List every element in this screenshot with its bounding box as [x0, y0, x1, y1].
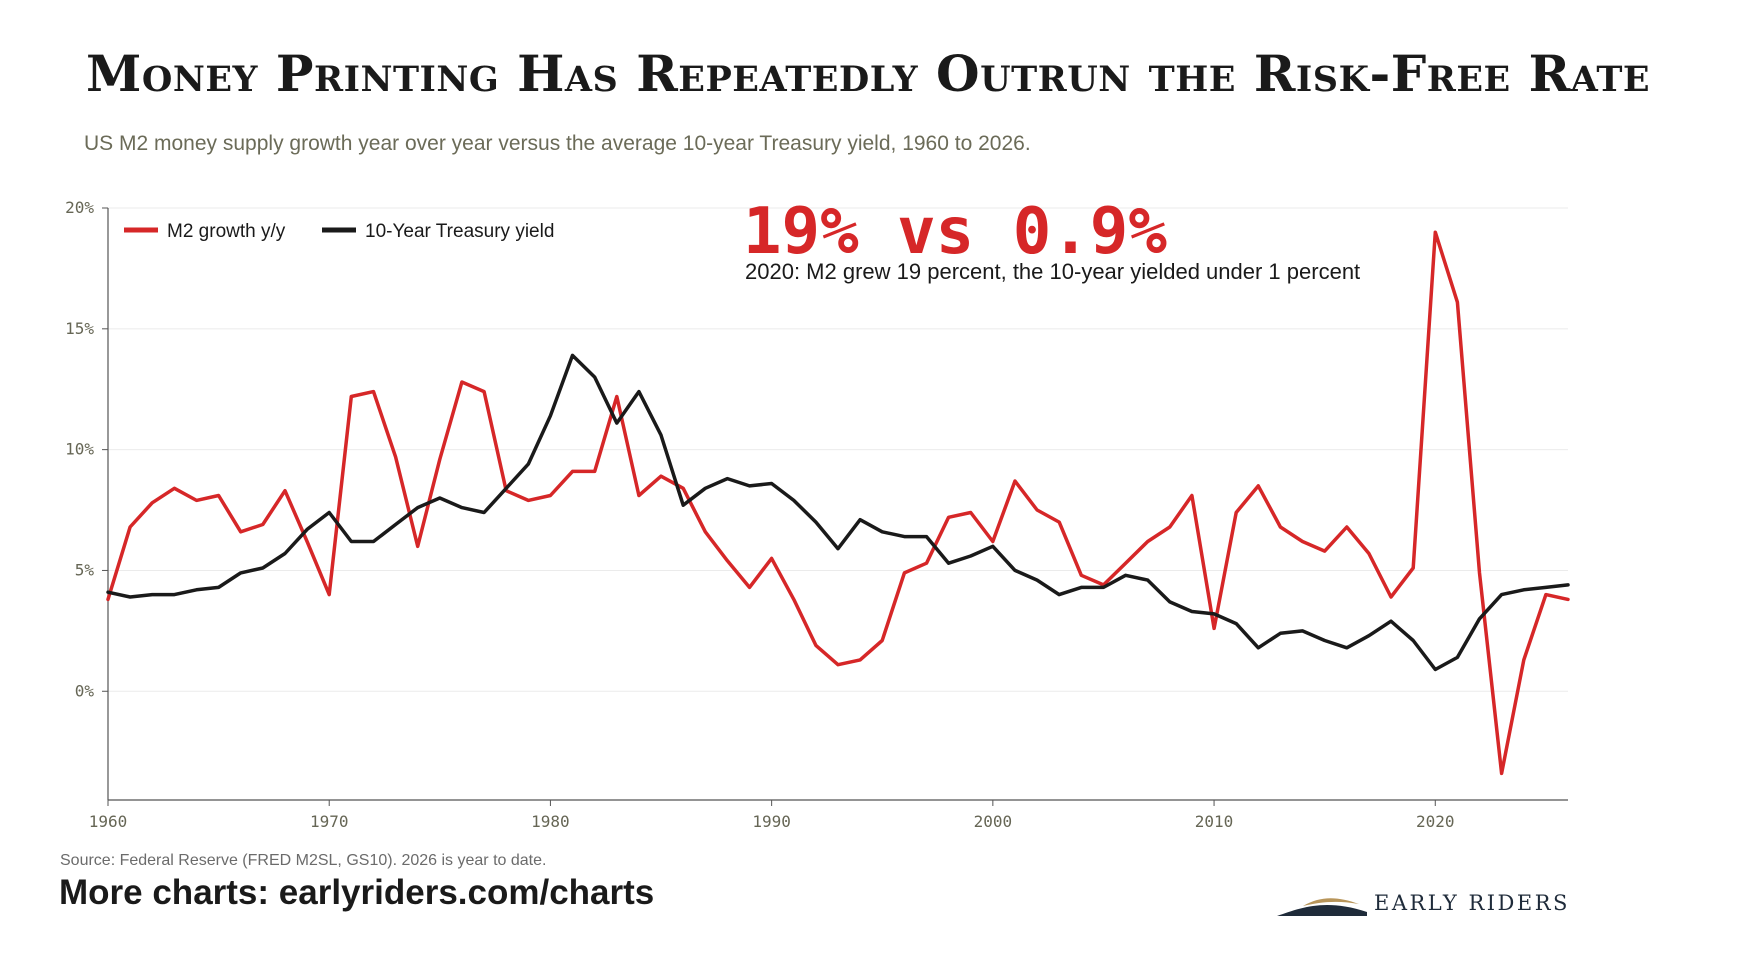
early-riders-logo-icon: [1277, 898, 1367, 916]
brand-logo-text: EARLY RIDERS: [1374, 891, 1570, 915]
legend-label-treasury: 10-Year Treasury yield: [365, 221, 554, 242]
gridlines: [108, 207, 1568, 692]
y-tick-label: 0%: [75, 681, 95, 700]
series-line-treasury-yield: [106, 353, 1570, 672]
legend-label-m2: M2 growth y/y: [167, 221, 286, 242]
x-ticks: 1960 1970 1980 1990 2000 2010 2020: [89, 800, 1455, 831]
annotation-headline: 19% vs 0.9%: [743, 195, 1167, 269]
series-line-m2-growth: [106, 230, 1570, 776]
y-tick-label: 15%: [65, 319, 94, 338]
x-tick-label: 1990: [752, 812, 791, 831]
y-tick-label: 10%: [65, 440, 94, 459]
brand-logo: EARLY RIDERS: [1275, 888, 1575, 924]
x-tick-label: 2000: [974, 812, 1013, 831]
more-charts-link[interactable]: More charts: earlyriders.com/charts: [59, 873, 655, 912]
legend: M2 growth y/y 10-Year Treasury yield: [124, 221, 554, 242]
annotation-detail: 2020: M2 grew 19 percent, the 10-year yi…: [745, 259, 1360, 284]
source-note: Source: Federal Reserve (FRED M2SL, GS10…: [60, 852, 547, 869]
x-tick-label: 2020: [1416, 812, 1455, 831]
x-tick-label: 1970: [310, 812, 349, 831]
chart-subtitle: US M2 money supply growth year over year…: [84, 132, 1031, 155]
x-tick-label: 1980: [531, 812, 570, 831]
y-ticks: 0% 5% 10% 15% 20%: [65, 198, 108, 700]
x-tick-label: 1960: [89, 812, 128, 831]
axes: [107, 208, 1568, 801]
series-lines: [106, 230, 1570, 776]
y-tick-label: 20%: [65, 198, 94, 217]
y-tick-label: 5%: [75, 560, 95, 579]
chart-title: Money Printing Has Repeatedly Outrun the…: [86, 44, 1651, 103]
x-tick-label: 2010: [1195, 812, 1234, 831]
